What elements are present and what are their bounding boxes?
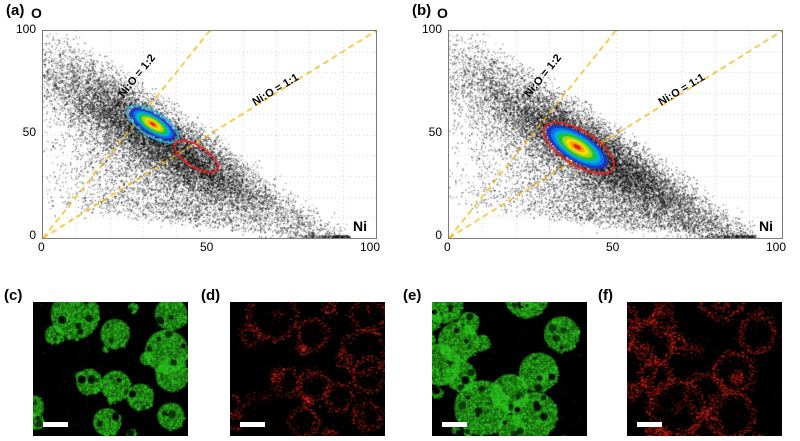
scatter-canvas-a (43, 31, 376, 238)
panel-label-c: (c) (4, 287, 23, 304)
micrograph-image-d (230, 302, 385, 436)
scale-bar (43, 422, 68, 427)
micrograph-canvas-e (432, 302, 587, 436)
y-axis-title-b: O (437, 5, 448, 21)
scatter-canvas-b (449, 31, 782, 238)
micrograph-panel-c: (c) (4, 286, 204, 441)
x-tick-50: 50 (200, 240, 214, 254)
scale-bar (637, 422, 662, 427)
plot-area-a: Ni:O = 1:2 Ni:O = 1:1 Ni (42, 30, 377, 239)
micrograph-panel-d: (d) (201, 286, 401, 441)
x-axis-title-a: Ni (353, 218, 367, 234)
scale-bar (240, 422, 265, 427)
scatter-panel-a: (a) O 100 50 0 Ni:O = 1:2 Ni:O = 1:1 Ni … (0, 0, 400, 272)
micrograph-canvas-c (33, 302, 188, 436)
x-tick-100: 100 (766, 240, 787, 254)
y-tick-0: 0 (29, 228, 36, 242)
micrograph-panel-f: (f) (598, 286, 798, 441)
scatter-panel-b: (b) O 100 50 0 Ni:O = 1:2 Ni:O = 1:1 Ni … (406, 0, 800, 272)
y-tick-100: 100 (421, 22, 442, 36)
x-tick-50: 50 (606, 240, 620, 254)
y-tick-0: 0 (435, 228, 442, 242)
panel-label-d: (d) (201, 287, 221, 304)
x-tick-100: 100 (360, 240, 381, 254)
panel-label-f: (f) (598, 287, 613, 304)
y-tick-50: 50 (22, 125, 36, 139)
panel-label-e: (e) (403, 287, 422, 304)
y-axis-title-a: O (31, 5, 42, 21)
y-tick-100: 100 (15, 22, 36, 36)
scale-bar (442, 422, 467, 427)
micrograph-panel-e: (e) (403, 286, 603, 441)
panel-label-a: (a) (6, 2, 25, 19)
micrograph-image-c (33, 302, 188, 436)
micrograph-canvas-f (627, 302, 782, 436)
micrograph-canvas-d (230, 302, 385, 436)
x-axis-title-b: Ni (759, 218, 773, 234)
micrograph-image-f (627, 302, 782, 436)
panel-label-b: (b) (412, 2, 432, 19)
micrograph-image-e (432, 302, 587, 436)
plot-area-b: Ni:O = 1:2 Ni:O = 1:1 Ni (448, 30, 783, 239)
x-tick-0: 0 (444, 240, 451, 254)
y-tick-50: 50 (428, 125, 442, 139)
x-tick-0: 0 (38, 240, 45, 254)
